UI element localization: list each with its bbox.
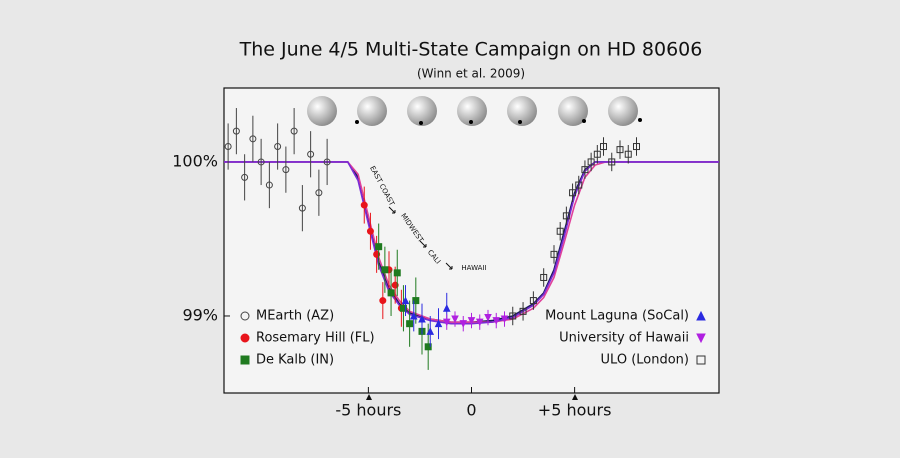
marker xyxy=(406,320,414,328)
marker xyxy=(366,227,374,235)
marker xyxy=(375,243,383,251)
marker xyxy=(600,143,607,151)
legend-label: De Kalb (IN) xyxy=(256,353,334,368)
marker xyxy=(379,297,387,305)
x-tick-label: +5 hours xyxy=(538,401,612,420)
marker xyxy=(424,343,432,351)
data-series xyxy=(509,137,640,326)
data-series xyxy=(442,309,509,332)
marker xyxy=(387,289,395,297)
legend-label: University of Hawaii xyxy=(559,331,689,346)
marker xyxy=(290,127,298,135)
marker xyxy=(442,304,451,312)
chart-title: The June 4/5 Multi-State Campaign on HD … xyxy=(239,39,703,61)
annotation-arrow xyxy=(388,206,396,214)
marker xyxy=(274,143,282,151)
legend-marker xyxy=(240,355,250,365)
marker xyxy=(562,212,570,220)
data-series xyxy=(375,223,432,370)
marker xyxy=(360,201,368,209)
x-tick-label: -5 hours xyxy=(335,401,401,420)
marker xyxy=(633,143,640,151)
marker xyxy=(581,166,589,174)
legend-marker xyxy=(240,333,250,343)
legend-marker xyxy=(696,333,706,344)
legend-label: Mount Laguna (SoCal) xyxy=(545,309,689,324)
marker xyxy=(241,173,249,181)
marker xyxy=(575,181,583,189)
marker xyxy=(393,269,401,277)
marker xyxy=(323,158,331,166)
marker xyxy=(224,143,232,151)
marker xyxy=(475,318,484,327)
marker xyxy=(484,314,492,322)
legend-label: MEarth (AZ) xyxy=(256,309,334,324)
model-line xyxy=(224,161,719,325)
data-series xyxy=(360,186,405,327)
marker xyxy=(232,127,240,135)
marker xyxy=(298,204,306,212)
marker xyxy=(500,315,509,324)
marker xyxy=(529,297,537,305)
hour-arrows xyxy=(366,394,578,400)
marker xyxy=(257,158,265,166)
legend-marker xyxy=(240,311,250,321)
marker xyxy=(442,318,451,327)
marker xyxy=(519,307,527,315)
marker xyxy=(307,150,315,158)
marker xyxy=(426,327,435,335)
marker xyxy=(373,250,381,258)
annotation-arrow xyxy=(419,240,427,248)
marker xyxy=(492,317,501,325)
marker xyxy=(467,317,476,325)
chart-subtitle: (Winn et al. 2009) xyxy=(417,67,525,81)
marker xyxy=(391,281,399,289)
marker xyxy=(540,273,548,281)
marker xyxy=(451,315,459,324)
marker xyxy=(315,189,323,197)
marker xyxy=(459,320,468,328)
planet-icons xyxy=(307,96,642,126)
marker xyxy=(401,296,410,305)
marker xyxy=(381,266,389,274)
legend-label: Rosemary Hill (FL) xyxy=(256,331,375,346)
marker xyxy=(282,166,290,174)
marker xyxy=(418,314,426,323)
marker xyxy=(509,312,517,320)
plot-frame xyxy=(223,87,720,394)
marker xyxy=(624,150,632,158)
marker xyxy=(409,311,418,320)
marker xyxy=(569,189,577,197)
y-tick-label: 99% xyxy=(182,305,218,324)
marker xyxy=(249,135,257,143)
annotation-arrow xyxy=(445,262,453,270)
marker xyxy=(399,304,407,312)
marker xyxy=(587,158,595,166)
marker xyxy=(608,158,616,166)
data-series xyxy=(401,285,451,347)
marker xyxy=(556,227,564,235)
marker xyxy=(593,150,601,158)
marker xyxy=(550,250,558,258)
legend-marker xyxy=(696,355,706,365)
marker xyxy=(616,146,624,154)
data-series xyxy=(224,108,331,232)
x-tick-label: 0 xyxy=(466,401,476,420)
marker xyxy=(434,319,443,328)
annotation: HAWAII xyxy=(461,264,486,272)
legend-label: ULO (London) xyxy=(601,353,689,368)
y-tick-label: 100% xyxy=(172,151,218,170)
marker xyxy=(412,297,420,305)
marker xyxy=(265,181,273,189)
legend-marker xyxy=(696,310,706,321)
